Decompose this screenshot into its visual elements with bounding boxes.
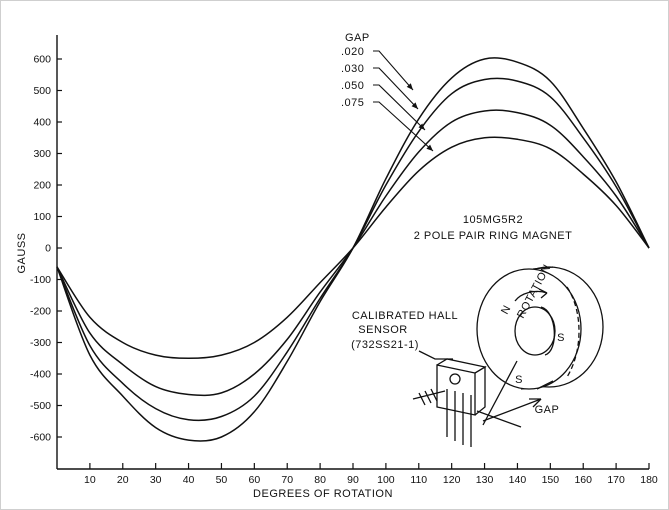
legend-title: GAP <box>345 32 370 44</box>
y-ticks-group: 600 500 400 300 200 100 0 -100 -200 -300 -400 -500 -… <box>30 54 62 444</box>
x-tick-label: 20 <box>117 474 129 486</box>
x-tick-label: 30 <box>150 474 162 486</box>
sensor-body-side <box>474 365 486 416</box>
legend-group: GAP .020 .030 .050 .075 <box>341 32 434 152</box>
rotation-arrow <box>514 290 548 302</box>
y-tick-label: 200 <box>33 180 51 192</box>
y-tick-label: -600 <box>30 432 51 444</box>
legend-label-030: .030 <box>341 63 364 75</box>
sensor-title-label: CALIBRATED HALL <box>352 310 458 322</box>
magnet-bore-depth <box>540 306 556 356</box>
y-tick-label: 0 <box>45 243 51 255</box>
legend-arrowhead-030 <box>411 102 418 109</box>
sensor-chip-dot <box>449 373 461 385</box>
legend-leader-020 <box>373 50 414 91</box>
x-tick-label: 60 <box>248 474 260 486</box>
magnet-model-label: 105MG5R2 <box>463 214 523 226</box>
legend-leader-030 <box>373 67 419 110</box>
y-tick-label: 300 <box>33 148 51 160</box>
x-tick-label: 180 <box>640 474 658 486</box>
sensor-subtitle-label: SENSOR <box>358 324 407 336</box>
curves-group <box>56 57 650 442</box>
pole-s-label-upper: S <box>557 332 565 344</box>
legend-label-075: .075 <box>341 97 364 109</box>
magnet-inner-bore <box>514 306 556 356</box>
x-axis-title: DEGREES OF ROTATION <box>253 488 393 500</box>
x-tick-label: 90 <box>347 474 359 486</box>
x-tick-label: 160 <box>574 474 592 486</box>
magnet-pole-boundary <box>566 286 580 378</box>
legend-arrowhead-050 <box>418 123 425 130</box>
sensor-model-label: (732SS21-1) <box>351 339 419 351</box>
y-tick-label: -100 <box>30 274 51 286</box>
x-tick-label: 10 <box>84 474 96 486</box>
x-tick-label: 110 <box>410 474 427 486</box>
y-tick-label: -500 <box>30 400 51 412</box>
legend-arrowhead-020 <box>406 83 413 90</box>
x-tick-label: 120 <box>443 474 461 486</box>
legend-label-050: .050 <box>341 80 364 92</box>
x-ticks-group: 10 20 30 40 50 60 70 80 90 100 110 120 130 140 150 160 1… <box>84 463 658 486</box>
x-tick-label: 70 <box>281 474 293 486</box>
rotation-arrow-head <box>538 288 548 299</box>
x-tick-label: 150 <box>542 474 560 486</box>
x-tick-label: 140 <box>509 474 527 486</box>
y-tick-label: -400 <box>30 369 51 381</box>
x-tick-label: 170 <box>607 474 625 486</box>
magnet-description-label: 2 POLE PAIR RING MAGNET <box>414 230 573 242</box>
gap-extension-bottom <box>476 410 522 428</box>
x-tick-label: 130 <box>476 474 494 486</box>
x-tick-label: 80 <box>314 474 326 486</box>
sensor-body <box>436 364 476 416</box>
legend-arrowhead-075 <box>426 144 433 151</box>
sensor-leads <box>446 389 472 447</box>
y-tick-label: 400 <box>33 117 51 129</box>
y-tick-label: 100 <box>33 211 51 223</box>
gap-dimension-label: GAP <box>535 404 560 416</box>
y-tick-label: 500 <box>33 85 51 97</box>
magnet-front-rim <box>476 268 582 390</box>
y-tick-label: 600 <box>33 54 51 66</box>
gap-075-curve <box>56 136 650 360</box>
legend-label-020: .020 <box>341 46 364 58</box>
gap-leader-to-text <box>536 380 554 390</box>
x-tick-label: 100 <box>377 474 395 486</box>
legend-leader-075 <box>373 101 434 152</box>
x-tick-label: 50 <box>216 474 228 486</box>
sensor-signal-arrow <box>412 388 446 406</box>
sensor-leader-line <box>418 350 453 360</box>
y-tick-label: -300 <box>30 337 51 349</box>
hall-sensor-illustration <box>412 350 554 447</box>
y-axis-title: GAUSS <box>16 232 28 273</box>
ring-magnet-illustration <box>476 266 604 390</box>
x-tick-label: 40 <box>183 474 195 486</box>
gap-line-left <box>482 360 518 426</box>
legend-leader-050 <box>373 84 426 131</box>
pole-s-label-lower: S <box>515 374 523 386</box>
gap-arrow-right <box>529 398 542 408</box>
y-tick-label: -200 <box>30 306 51 318</box>
